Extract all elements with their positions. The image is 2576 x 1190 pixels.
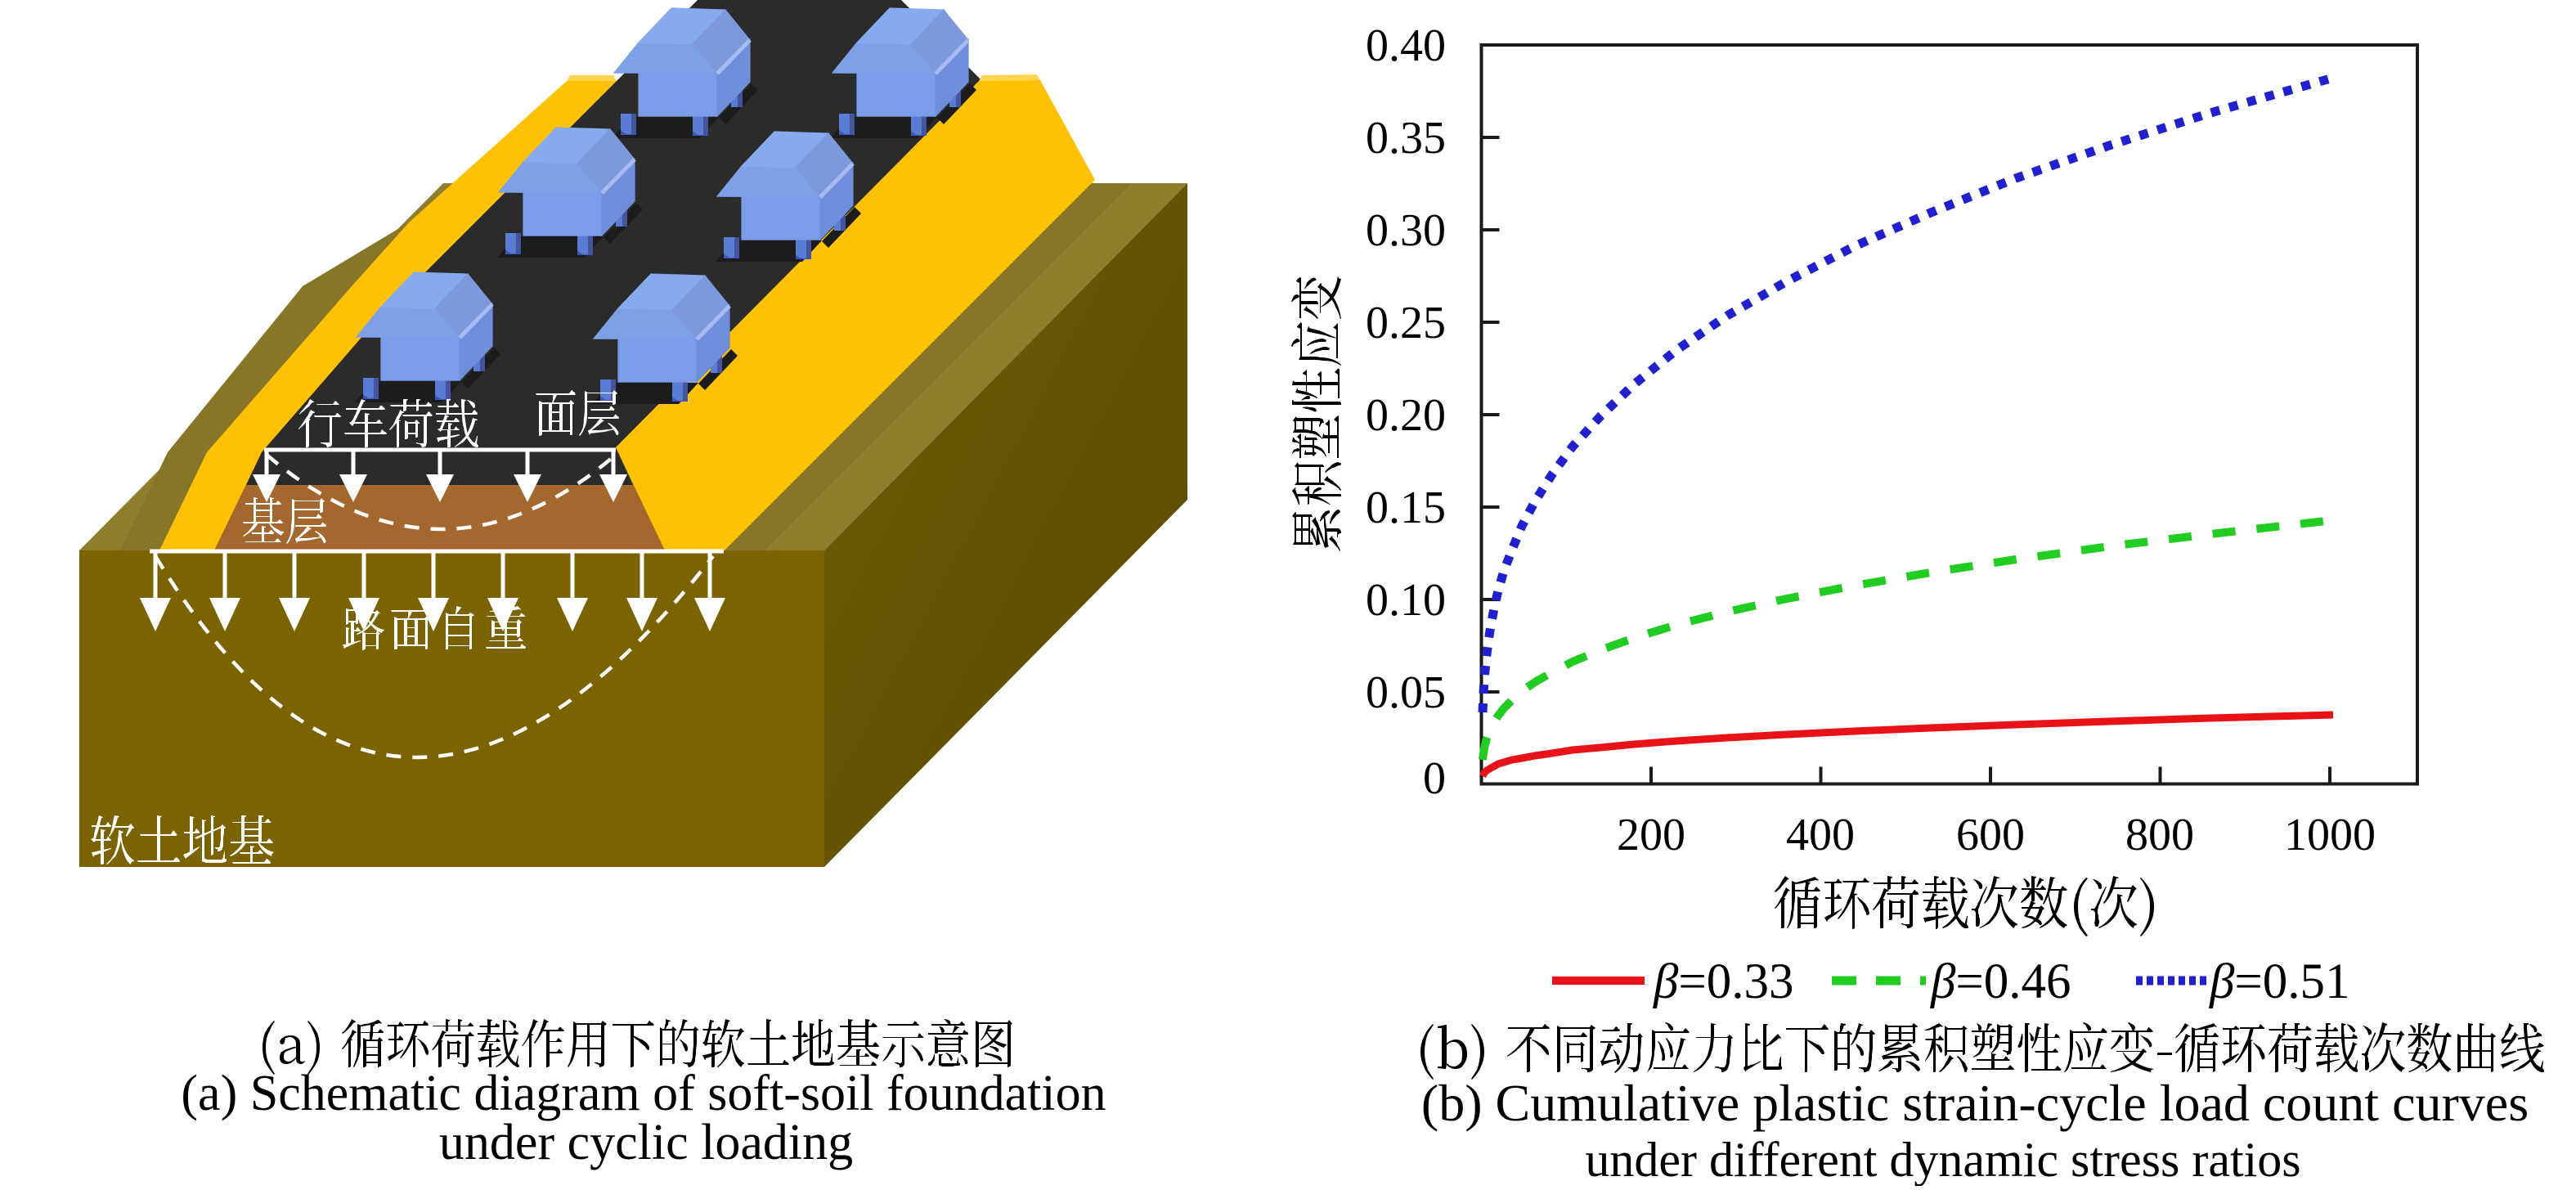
svg-text:(b) Cumulative plastic strain-: (b) Cumulative plastic strain-cycle load…	[1421, 1074, 2529, 1132]
svg-text:β=0.51: β=0.51	[2209, 954, 2350, 1009]
svg-text:(a) Schematic diagram of soft-: (a) Schematic diagram of soft-soil found…	[181, 1066, 1106, 1121]
svg-text:400: 400	[1786, 810, 1855, 860]
svg-text:1000: 1000	[2284, 810, 2376, 860]
svg-text:0.30: 0.30	[1366, 205, 1446, 256]
svg-text:0.15: 0.15	[1366, 483, 1446, 533]
svg-text:0.20: 0.20	[1366, 390, 1446, 441]
svg-text:800: 800	[2125, 810, 2194, 860]
svg-text:0.25: 0.25	[1366, 298, 1446, 348]
svg-text:under different dynamic stress: under different dynamic stress ratios	[1585, 1133, 2300, 1186]
svg-text:0.40: 0.40	[1366, 20, 1446, 71]
svg-text:under cyclic loading: under cyclic loading	[439, 1115, 853, 1170]
svg-text:0.05: 0.05	[1366, 667, 1446, 718]
svg-text:600: 600	[1956, 810, 2025, 860]
svg-text:0.35: 0.35	[1366, 113, 1446, 164]
svg-text:200: 200	[1617, 810, 1685, 860]
svg-text:β=0.46: β=0.46	[1930, 954, 2071, 1009]
svg-text:0: 0	[1423, 753, 1446, 804]
svg-text:0.10: 0.10	[1366, 575, 1446, 626]
svg-text:β=0.33: β=0.33	[1653, 954, 1794, 1009]
